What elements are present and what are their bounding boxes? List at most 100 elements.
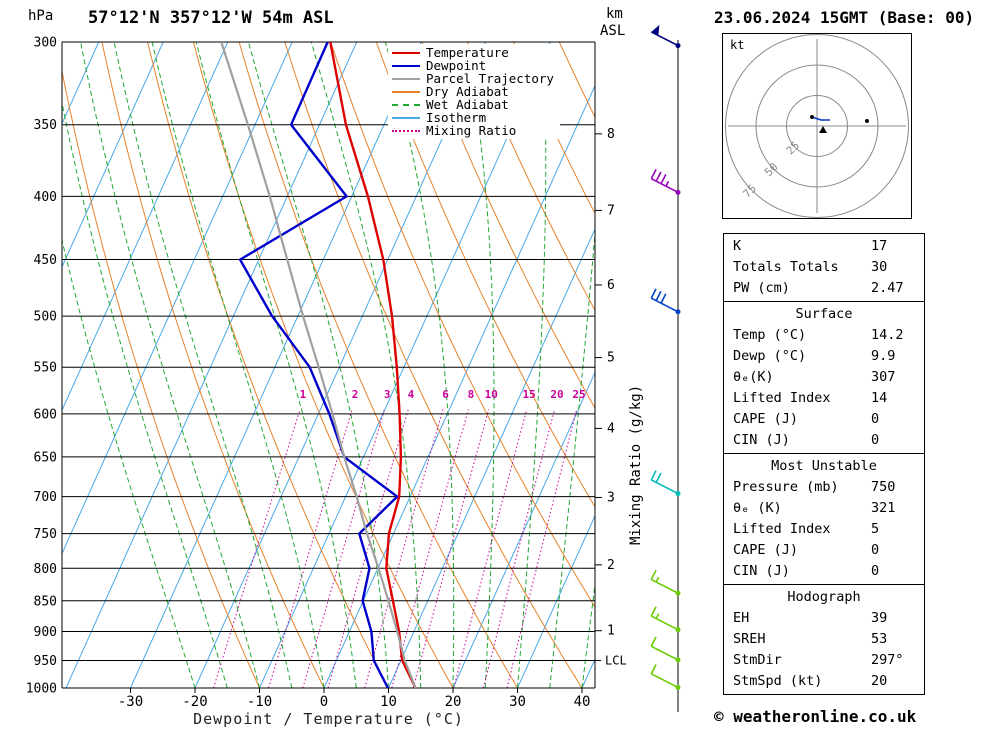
stats-row: K 17 <box>724 236 924 257</box>
hodograph-dot <box>810 115 814 119</box>
legend-swatch <box>392 103 420 106</box>
legend-item-mixing-ratio: Mixing Ratio <box>392 123 554 138</box>
stats-value: 307 <box>871 369 896 385</box>
xaxis-title: Dewpoint / Temperature (°C) <box>193 710 464 728</box>
stats-label: CIN (J) <box>733 432 790 448</box>
copyright-link[interactable]: © weatheronline.co.uk <box>714 707 917 726</box>
mixing-ratio-label: 8 <box>468 388 475 401</box>
legend-item-parcel-trajectory: Parcel Trajectory <box>392 71 554 86</box>
mixing-ratio-label: 2 <box>352 388 359 401</box>
stats-panel: K 17 Totals Totals 30 PW (cm) 2.47 Surface Temp… <box>723 233 925 695</box>
legend-label: Temperature <box>426 45 509 60</box>
stats-value: 30 <box>871 259 888 275</box>
wet-adiabat-line <box>384 42 455 688</box>
temp-tick-label: 20 <box>445 694 462 710</box>
stats-label: Temp (°C) <box>733 327 807 343</box>
km-tick-label: 3 <box>607 490 615 505</box>
stats-value: 297° <box>871 652 904 668</box>
stats-row: Temp (°C) 14.2 <box>724 325 924 346</box>
stats-value: 14 <box>871 390 888 406</box>
asl-axis-label: ASL <box>600 23 626 39</box>
datetime-title: 23.06.2024 15GMT (Base: 00) <box>714 8 975 27</box>
mixing-ratio-lines: 1 2 3 4 6 8 10 15 20 25 <box>213 388 586 688</box>
stats-row: Lifted Index 14 <box>724 388 924 409</box>
stats-row: Totals Totals 30 <box>724 257 924 278</box>
mixing-ratio-axis-label: Mixing Ratio (g/kg) <box>628 384 644 545</box>
stats-label: PW (cm) <box>733 280 790 296</box>
stats-section: K 17 Totals Totals 30 PW (cm) 2.47 <box>723 233 925 302</box>
km-tick-label: 4 <box>607 421 615 436</box>
legend-label: Dry Adiabat <box>426 84 509 99</box>
stats-label: Totals Totals <box>733 259 839 275</box>
wet-adiabat-line <box>151 42 325 688</box>
km-tick-label: 5 <box>607 351 615 366</box>
isotherm-line <box>62 42 293 555</box>
temp-tick-label: 10 <box>380 694 397 710</box>
isotherm-line <box>65 42 358 688</box>
isotherm-line <box>323 84 595 688</box>
stats-label: K <box>733 238 742 254</box>
mixing-ratio-line <box>327 409 409 688</box>
lcl-label: LCL <box>605 653 627 667</box>
legend-item-dry-adiabat: Dry Adiabat <box>392 84 554 99</box>
mixing-ratio-line <box>364 409 444 688</box>
mixing-ratio-label: 25 <box>572 388 585 401</box>
isotherm-line <box>259 42 551 688</box>
hodograph-dot <box>865 119 869 123</box>
stats-value: 20 <box>871 673 888 689</box>
stats-value: 750 <box>871 479 896 495</box>
km-axis: 8 7 6 5 4 3 2 1 LCL <box>595 127 627 667</box>
mixing-ratio-line <box>506 409 578 688</box>
stats-value: 0 <box>871 411 880 427</box>
stats-row: CIN (J) 0 <box>724 430 924 451</box>
wind-barb <box>650 636 681 663</box>
wind-barb <box>650 470 681 497</box>
stats-value: 321 <box>871 500 896 516</box>
legend-swatch <box>392 64 420 67</box>
stats-row: θₑ(K) 307 <box>724 367 924 388</box>
stats-label: StmDir <box>733 652 782 668</box>
stats-label: EH <box>733 610 750 626</box>
stats-row: CAPE (J) 0 <box>724 540 924 561</box>
wet-adiabat-line <box>614 42 711 688</box>
wind-barb <box>650 606 681 633</box>
stats-label: SREH <box>733 631 766 647</box>
temp-tick-label: 40 <box>574 694 591 710</box>
pressure-tick-label: 650 <box>34 450 57 465</box>
stats-value: 17 <box>871 238 888 254</box>
isotherm-line <box>452 371 595 688</box>
mixing-ratio-line <box>412 409 490 688</box>
stats-label: StmSpd (kt) <box>733 673 823 689</box>
stats-section-header: Hodograph <box>787 589 861 605</box>
isotherm-line <box>62 42 229 412</box>
isotherm-line <box>388 227 595 688</box>
isotherm-line <box>194 42 487 688</box>
isotherm-line <box>0 42 34 688</box>
legend-label: Isotherm <box>426 110 487 125</box>
pressure-tick-label: 850 <box>34 594 57 609</box>
hodograph-unit-label: kt <box>730 38 744 52</box>
station-title: 57°12'N 357°12'W 54m ASL <box>88 8 334 28</box>
mixing-ratio-label: 10 <box>485 388 498 401</box>
stats-value: 53 <box>871 631 888 647</box>
stats-section-header: Surface <box>795 306 853 322</box>
legend-label: Wet Adiabat <box>426 97 509 112</box>
hodograph-ring <box>786 95 848 157</box>
pressure-tick-label: 750 <box>34 527 57 542</box>
stats-row: CIN (J) 0 <box>724 561 924 582</box>
dry-adiabat-line <box>467 42 595 312</box>
temp-tick-label: 0 <box>320 694 328 710</box>
storm-motion-marker <box>819 126 827 133</box>
hodograph-trace <box>811 116 830 121</box>
dry-adiabat-line <box>101 42 325 688</box>
pressure-tick-label: 450 <box>34 253 57 268</box>
stats-row: StmSpd (kt) 20 <box>724 671 924 692</box>
km-tick-label: 6 <box>607 278 615 293</box>
stats-row: SREH 53 <box>724 629 924 650</box>
stats-label: CAPE (J) <box>733 411 799 427</box>
mixing-ratio-line <box>453 409 528 688</box>
curve-parcel-trajectory <box>220 42 417 688</box>
wind-barb <box>650 288 681 315</box>
isotherm-line <box>62 42 164 269</box>
wind-barb <box>650 168 681 195</box>
